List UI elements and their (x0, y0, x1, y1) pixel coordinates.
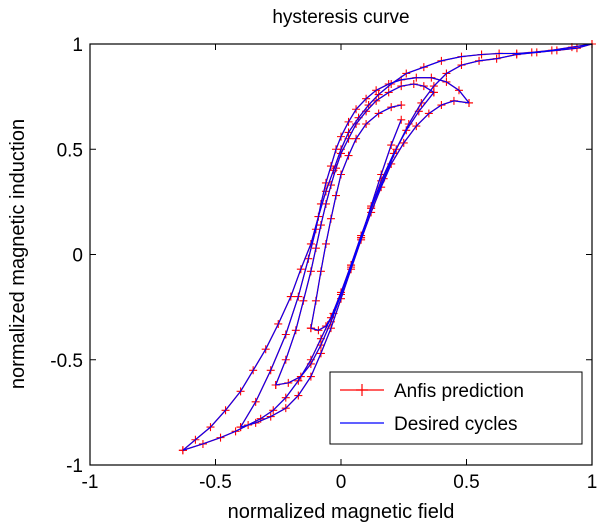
y-tick-label: -0.5 (50, 351, 83, 372)
legend-marker-anfis (356, 384, 368, 396)
x-tick-label: -1 (82, 472, 99, 493)
series-line (275, 92, 435, 386)
ticks-layer: -1 -0.5 0 0.5 1 -1 -0.5 0 0.5 1 (50, 35, 597, 493)
series-line (240, 77, 470, 428)
x-tick-label: 1 (587, 472, 598, 493)
series-line (240, 100, 470, 428)
series-layer (178, 40, 596, 455)
data-point-marker (178, 446, 187, 455)
x-tick-label: 0.5 (453, 472, 479, 493)
series-line (310, 119, 402, 331)
legend-label-anfis: Anfis prediction (394, 381, 524, 402)
y-axis-label: normalized magnetic induction (7, 119, 29, 389)
series-desired-cycles (182, 43, 593, 451)
y-tick-label: 1 (72, 35, 83, 56)
series-line (310, 104, 402, 329)
x-tick-label: -0.5 (199, 472, 232, 493)
y-tick-label: 0 (72, 246, 83, 267)
series-line (182, 43, 593, 451)
legend-label-desired: Desired cycles (394, 414, 518, 435)
series-line (275, 83, 435, 386)
y-tick-label: -1 (66, 456, 83, 477)
data-point-marker (397, 115, 406, 124)
legend: Anfis prediction Desired cycles (329, 371, 583, 445)
x-axis-label: normalized magnetic field (228, 501, 455, 523)
y-tick-label: 0.5 (57, 140, 83, 161)
chart-title: hysteresis curve (272, 7, 409, 28)
legend-box (329, 371, 583, 445)
x-tick-label: 0 (336, 472, 347, 493)
